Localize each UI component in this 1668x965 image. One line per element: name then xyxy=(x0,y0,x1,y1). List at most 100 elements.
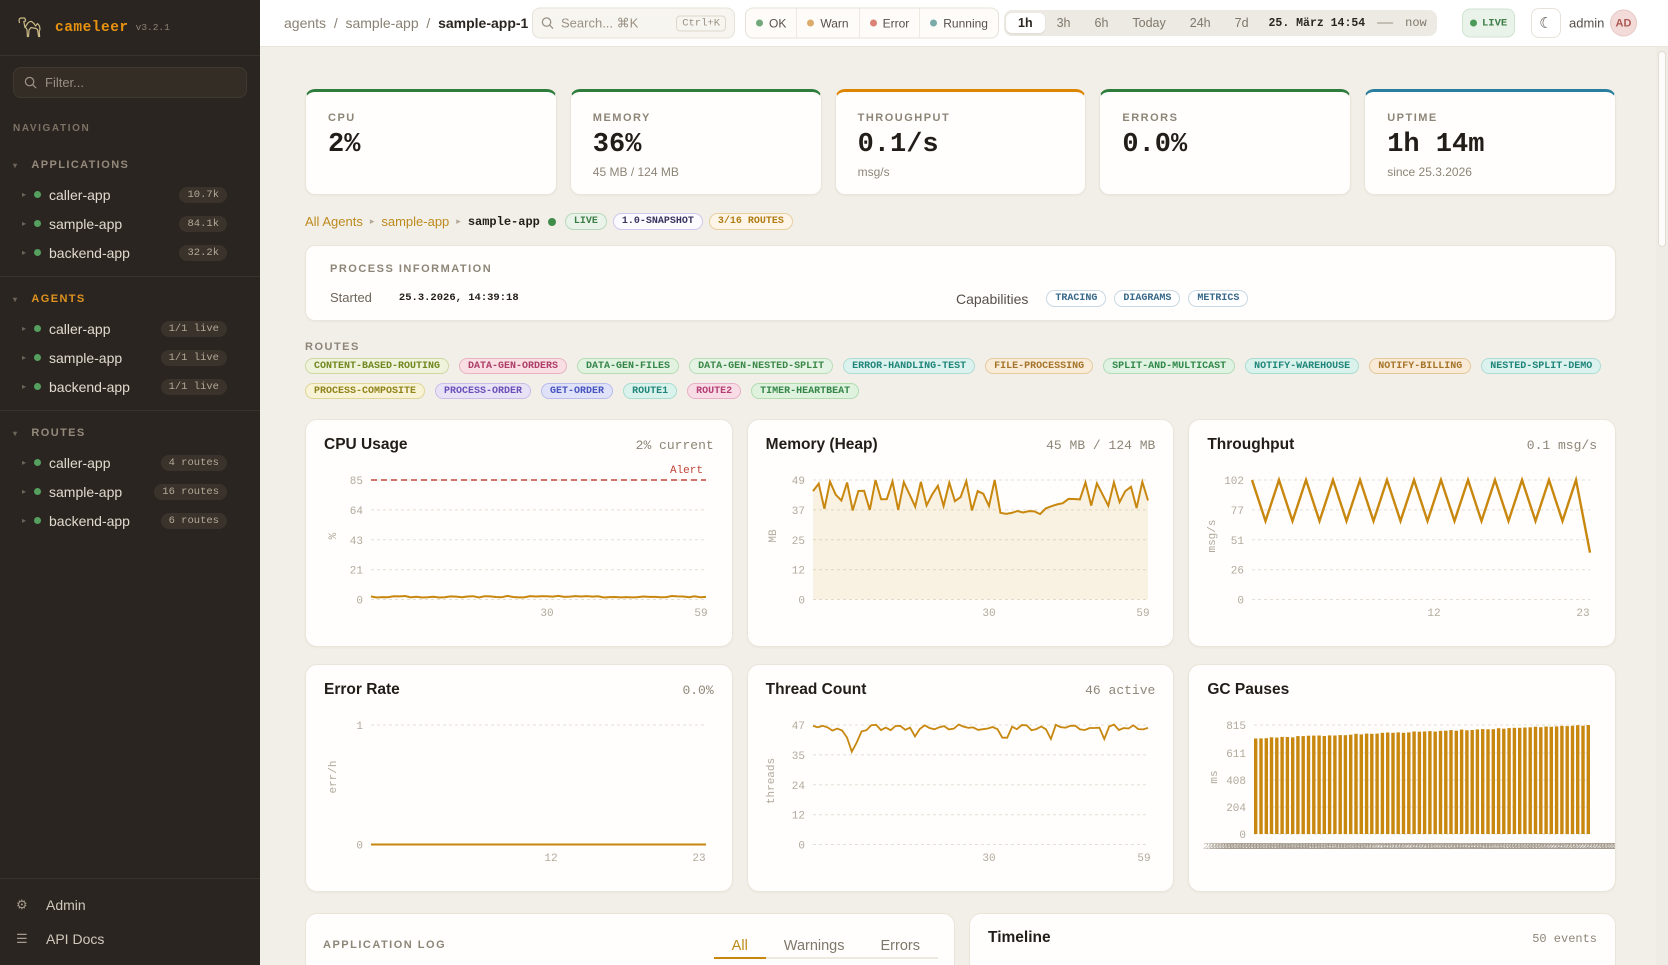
svg-text:47: 47 xyxy=(791,721,804,733)
svg-text:0: 0 xyxy=(1240,830,1247,842)
svg-text:12: 12 xyxy=(791,811,804,823)
svg-text:22:16: 22:16 xyxy=(1540,841,1569,852)
svg-text:22:33: 22:33 xyxy=(1589,841,1615,852)
svg-text:21:38: 21:38 xyxy=(1430,841,1459,852)
svg-text:21:37: 21:37 xyxy=(1427,841,1456,852)
svg-text:21:42: 21:42 xyxy=(1441,841,1470,852)
svg-text:26: 26 xyxy=(1231,566,1244,578)
svg-text:21:08: 21:08 xyxy=(1343,841,1372,852)
svg-text:22:37: 22:37 xyxy=(1601,841,1616,852)
svg-text:Alert: Alert xyxy=(670,465,703,477)
svg-text:30: 30 xyxy=(982,853,995,865)
svg-text:22:07: 22:07 xyxy=(1514,841,1543,852)
svg-text:20:32: 20:32 xyxy=(1238,841,1267,852)
svg-text:20:24: 20:24 xyxy=(1215,841,1244,852)
svg-text:21:39: 21:39 xyxy=(1432,841,1461,852)
svg-text:22:18: 22:18 xyxy=(1546,841,1575,852)
svg-text:%: % xyxy=(328,532,340,539)
svg-text:21:21: 21:21 xyxy=(1380,841,1409,852)
svg-text:21:59: 21:59 xyxy=(1490,841,1519,852)
svg-text:20:58: 20:58 xyxy=(1314,841,1343,852)
svg-text:21:05: 21:05 xyxy=(1334,841,1363,852)
svg-text:22:28: 22:28 xyxy=(1575,841,1604,852)
svg-text:22:14: 22:14 xyxy=(1534,841,1563,852)
svg-text:22:24: 22:24 xyxy=(1563,841,1592,852)
svg-text:22:10: 22:10 xyxy=(1522,841,1551,852)
svg-text:21:04: 21:04 xyxy=(1331,841,1360,852)
svg-text:20:23: 20:23 xyxy=(1212,841,1241,852)
svg-text:23: 23 xyxy=(1577,608,1590,620)
svg-text:21:48: 21:48 xyxy=(1459,841,1488,852)
svg-text:22:11: 22:11 xyxy=(1525,841,1554,852)
svg-text:20:39: 20:39 xyxy=(1258,841,1287,852)
svg-text:20:28: 20:28 xyxy=(1227,841,1256,852)
svg-text:21:50: 21:50 xyxy=(1464,841,1493,852)
svg-text:21:41: 21:41 xyxy=(1438,841,1467,852)
svg-text:21:14: 21:14 xyxy=(1360,841,1389,852)
svg-text:21:33: 21:33 xyxy=(1415,841,1444,852)
svg-text:1: 1 xyxy=(356,721,363,733)
svg-text:21:55: 21:55 xyxy=(1479,841,1508,852)
svg-text:22:41: 22:41 xyxy=(1612,841,1615,852)
svg-text:12: 12 xyxy=(791,566,804,578)
svg-text:20:49: 20:49 xyxy=(1287,841,1316,852)
svg-text:30: 30 xyxy=(982,608,995,620)
svg-text:22:31: 22:31 xyxy=(1583,841,1612,852)
svg-text:59: 59 xyxy=(694,608,707,620)
svg-text:0: 0 xyxy=(356,841,363,853)
svg-text:22:21: 22:21 xyxy=(1554,841,1583,852)
svg-text:20:51: 20:51 xyxy=(1293,841,1322,852)
svg-text:22:05: 22:05 xyxy=(1508,841,1537,852)
svg-text:22:19: 22:19 xyxy=(1548,841,1577,852)
svg-text:MB: MB xyxy=(768,529,780,543)
svg-text:21:53: 21:53 xyxy=(1473,841,1502,852)
svg-text:20:30: 20:30 xyxy=(1232,841,1261,852)
svg-text:22:22: 22:22 xyxy=(1557,841,1586,852)
svg-text:21:47: 21:47 xyxy=(1456,841,1485,852)
svg-text:22:36: 22:36 xyxy=(1598,841,1616,852)
svg-text:22:01: 22:01 xyxy=(1496,841,1525,852)
svg-text:59: 59 xyxy=(1136,608,1149,620)
svg-text:22:34: 22:34 xyxy=(1592,841,1615,852)
svg-text:21:07: 21:07 xyxy=(1340,841,1369,852)
svg-text:22:20: 22:20 xyxy=(1551,841,1580,852)
svg-text:22:27: 22:27 xyxy=(1572,841,1601,852)
svg-text:21:15: 21:15 xyxy=(1363,841,1392,852)
svg-text:59: 59 xyxy=(1137,853,1150,865)
svg-text:37: 37 xyxy=(791,506,804,518)
svg-text:21:02: 21:02 xyxy=(1325,841,1354,852)
svg-text:21:29: 21:29 xyxy=(1403,841,1432,852)
svg-text:20:31: 20:31 xyxy=(1235,841,1264,852)
svg-text:20:42: 20:42 xyxy=(1267,841,1296,852)
svg-text:20:54: 20:54 xyxy=(1302,841,1331,852)
svg-text:22:23: 22:23 xyxy=(1560,841,1589,852)
svg-text:20:26: 20:26 xyxy=(1221,841,1250,852)
svg-text:22:04: 22:04 xyxy=(1505,841,1534,852)
svg-text:21:56: 21:56 xyxy=(1482,841,1511,852)
svg-text:22:08: 22:08 xyxy=(1517,841,1546,852)
svg-text:12: 12 xyxy=(544,853,557,865)
svg-text:49: 49 xyxy=(791,476,804,488)
svg-text:21:03: 21:03 xyxy=(1328,841,1357,852)
svg-text:21:46: 21:46 xyxy=(1453,841,1482,852)
svg-text:21:27: 21:27 xyxy=(1398,841,1427,852)
svg-text:21:28: 21:28 xyxy=(1401,841,1430,852)
svg-text:20:44: 20:44 xyxy=(1273,841,1302,852)
svg-text:20:59: 20:59 xyxy=(1316,841,1345,852)
svg-text:20:55: 20:55 xyxy=(1305,841,1334,852)
svg-text:22:32: 22:32 xyxy=(1586,841,1615,852)
svg-text:22:25: 22:25 xyxy=(1566,841,1595,852)
svg-text:20:52: 20:52 xyxy=(1296,841,1325,852)
svg-text:21:18: 21:18 xyxy=(1372,841,1401,852)
svg-text:err/h: err/h xyxy=(328,760,340,793)
svg-text:0: 0 xyxy=(356,596,363,608)
svg-text:408: 408 xyxy=(1227,776,1247,788)
svg-text:20:41: 20:41 xyxy=(1264,841,1293,852)
svg-text:21:45: 21:45 xyxy=(1450,841,1479,852)
svg-text:51: 51 xyxy=(1231,536,1245,548)
svg-text:21:22: 21:22 xyxy=(1383,841,1412,852)
svg-text:21:16: 21:16 xyxy=(1366,841,1395,852)
svg-text:22:03: 22:03 xyxy=(1502,841,1531,852)
svg-text:20:36: 20:36 xyxy=(1250,841,1279,852)
svg-text:21:26: 21:26 xyxy=(1395,841,1424,852)
